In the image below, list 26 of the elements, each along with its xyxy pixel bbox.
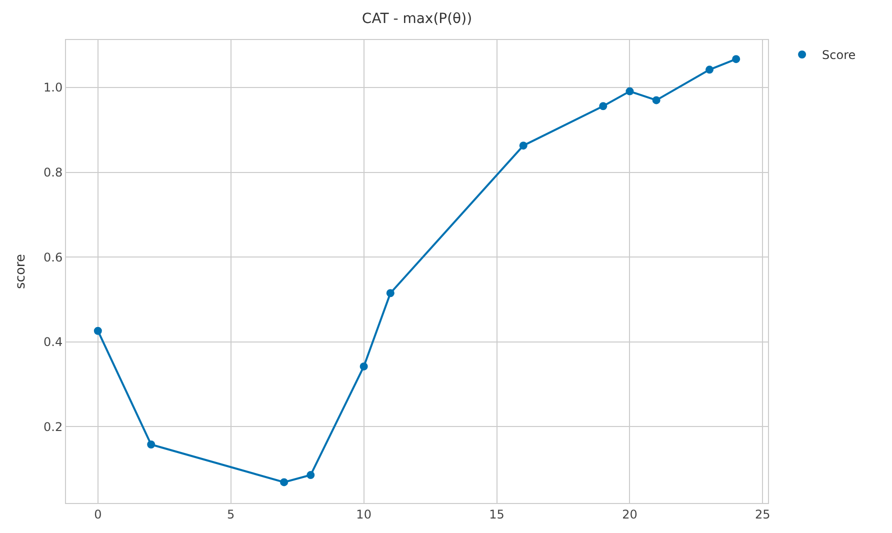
point xyxy=(626,87,634,96)
point xyxy=(519,142,528,150)
chart-title: CAT - max(P(θ)) xyxy=(362,11,472,28)
y-tick-label: 0.2 xyxy=(44,420,63,434)
point xyxy=(599,102,608,110)
point xyxy=(360,362,368,370)
x-tick-label: 20 xyxy=(622,507,638,522)
point xyxy=(306,471,315,480)
y-tick-label: 1.0 xyxy=(44,80,63,95)
x-tick-label: 0 xyxy=(94,507,102,522)
point xyxy=(280,478,288,486)
y-tick-label: 0.4 xyxy=(44,335,63,350)
y-tick-label: 0.8 xyxy=(44,165,63,180)
point xyxy=(386,289,394,298)
x-tick-label: 25 xyxy=(755,507,770,522)
point xyxy=(652,96,660,104)
x-tick-label: 10 xyxy=(356,507,372,522)
point xyxy=(147,440,156,448)
point xyxy=(706,66,714,74)
y-tick-label: 0.6 xyxy=(44,250,63,264)
point xyxy=(732,55,740,64)
y-axis-title: score xyxy=(13,254,28,289)
legend-label: Score xyxy=(822,48,856,62)
x-tick-label: 15 xyxy=(489,507,504,522)
x-tick-label: 5 xyxy=(227,507,235,522)
point xyxy=(94,326,102,335)
